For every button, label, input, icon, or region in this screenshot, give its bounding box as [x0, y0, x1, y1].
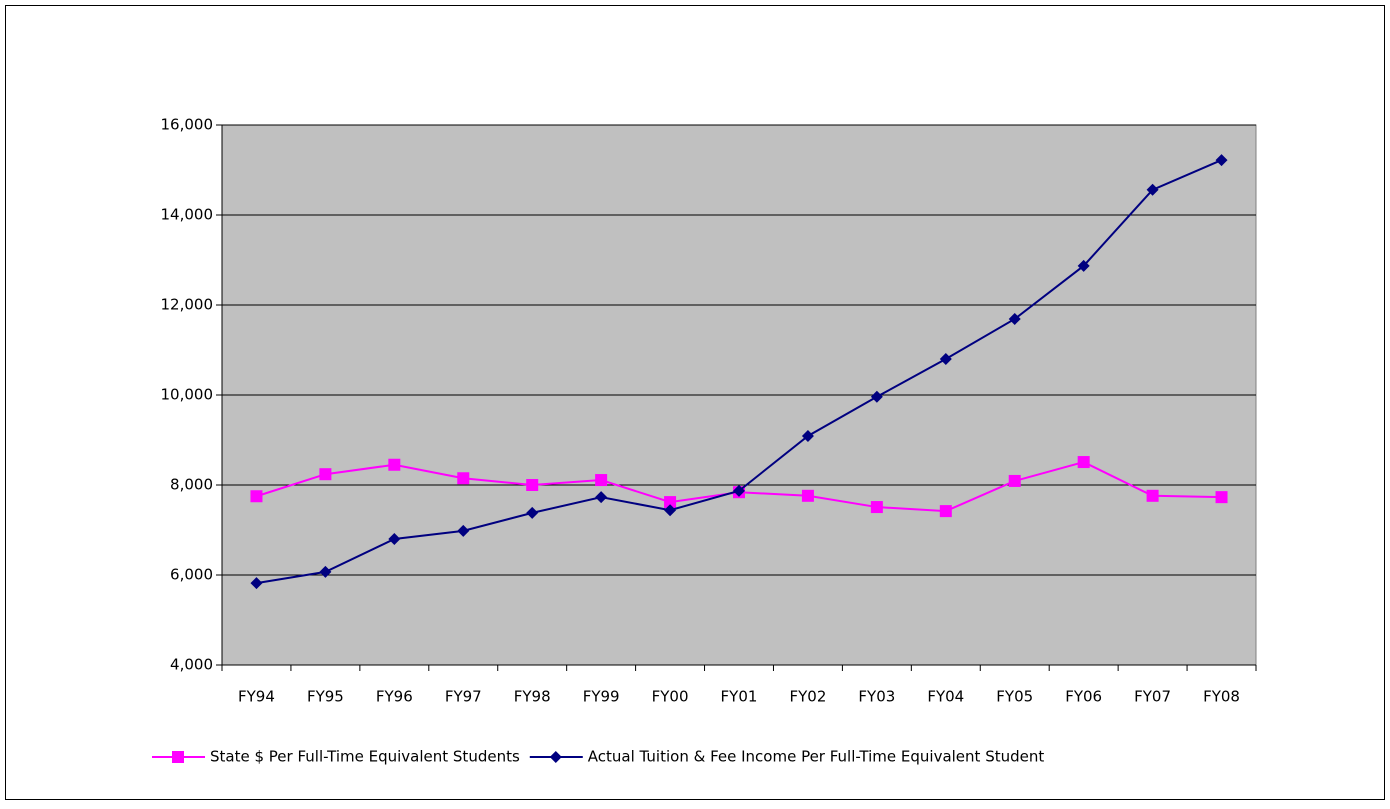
marker [388, 458, 401, 471]
y-tick-label: 12,000 [161, 296, 214, 314]
marker [250, 577, 263, 590]
marker [1146, 489, 1159, 502]
marker [870, 501, 883, 514]
x-tick-label: FY03 [858, 688, 895, 706]
marker [595, 474, 608, 487]
marker [1008, 474, 1021, 487]
x-tick-label: FY02 [789, 688, 826, 706]
y-tick-label: 14,000 [161, 206, 214, 224]
x-tick-label: FY99 [583, 688, 620, 706]
marker [1077, 259, 1090, 272]
y-tick-label: 6,000 [170, 566, 213, 584]
marker [595, 491, 608, 504]
x-tick-label: FY08 [1203, 688, 1240, 706]
x-tick-label: FY01 [721, 688, 758, 706]
marker [526, 506, 539, 519]
x-tick-label: FY05 [996, 688, 1033, 706]
marker [801, 429, 814, 442]
marker [1077, 456, 1090, 469]
x-tick-label: FY95 [307, 688, 344, 706]
x-tick-label: FY96 [376, 688, 413, 706]
legend-label: Actual Tuition & Fee Income Per Full-Tim… [588, 748, 1045, 766]
marker [1215, 491, 1228, 504]
marker [801, 489, 814, 502]
marker [1008, 312, 1021, 325]
marker [526, 479, 539, 491]
x-tick-label: FY97 [445, 688, 482, 706]
legend-marker [172, 751, 184, 763]
y-tick-label: 4,000 [170, 656, 213, 674]
y-tick-label: 10,000 [161, 386, 214, 404]
marker [1215, 154, 1228, 167]
x-tick-label: FY07 [1134, 688, 1171, 706]
marker [664, 496, 677, 509]
marker [664, 504, 677, 517]
x-tick-label: FY94 [238, 688, 275, 706]
marker [319, 565, 332, 578]
x-tick-label: FY00 [652, 688, 689, 706]
y-tick-label: 8,000 [170, 476, 213, 494]
y-tick-label: 16,000 [161, 116, 214, 134]
marker [1146, 183, 1159, 196]
x-tick-label: FY06 [1065, 688, 1102, 706]
marker [250, 490, 263, 503]
x-tick-label: FY04 [927, 688, 964, 706]
legend-marker [549, 751, 562, 763]
marker [939, 505, 952, 518]
marker [939, 353, 952, 365]
marker [870, 390, 883, 403]
legend-label: State $ Per Full-Time Equivalent Student… [210, 748, 520, 766]
marker [319, 468, 332, 481]
marker [388, 533, 401, 545]
marker [457, 524, 470, 537]
x-tick-label: FY98 [514, 688, 551, 706]
marker [457, 472, 470, 485]
marker [733, 484, 745, 497]
